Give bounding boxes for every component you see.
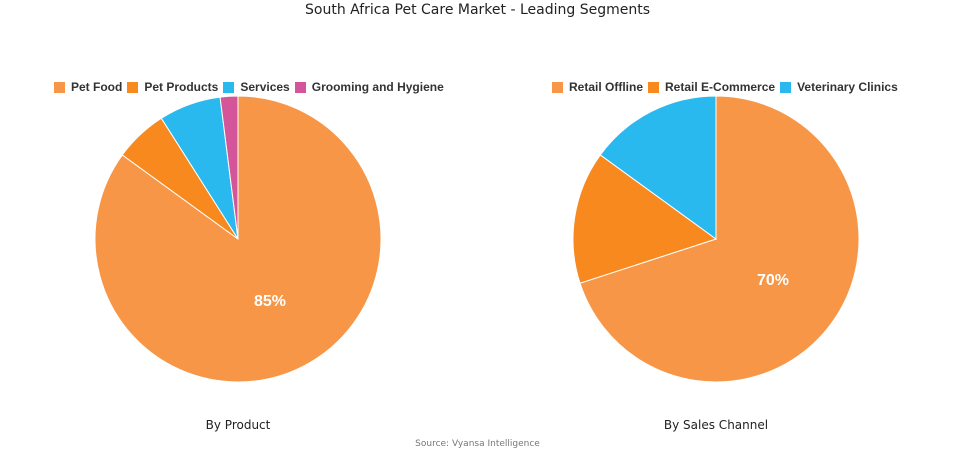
- legend-item: Grooming and Hygiene: [294, 80, 444, 94]
- legend-label: Services: [240, 80, 290, 94]
- legend-item: Services: [223, 80, 290, 94]
- legend-swatch-icon: [648, 81, 660, 93]
- pie-slice: [572, 154, 718, 284]
- pie-label-by-sales-channel: 70%: [757, 272, 790, 289]
- legend-label: Retail E-Commerce: [665, 80, 776, 94]
- legend-label: Pet Food: [71, 80, 123, 94]
- subtitle-by-sales-channel: By Sales Channel: [663, 418, 769, 432]
- pie-slice: [599, 95, 717, 240]
- legend-item: Pet Food: [54, 80, 122, 94]
- legend-item: Pet Products: [127, 80, 218, 94]
- legend-label: Retail Offline: [569, 80, 644, 94]
- chart-title: South Africa Pet Care Market - Leading S…: [305, 2, 650, 18]
- legend-label: Grooming and Hygiene: [311, 80, 444, 94]
- subtitle-by-product: By Product: [205, 418, 271, 432]
- legend-swatch-icon: [294, 81, 306, 93]
- legend-swatch-icon: [552, 81, 563, 93]
- legend-item: Retail Offline: [552, 80, 643, 94]
- pie-chart-by-product: [94, 95, 382, 383]
- legend-item: Retail E-Commerce: [648, 80, 775, 94]
- pie-slice: [579, 95, 860, 383]
- legend-label: Pet Products: [144, 80, 219, 94]
- legend-swatch-icon: [127, 81, 139, 93]
- pie-label-by-product: 85%: [254, 293, 287, 310]
- pie-chart-by-sales-channel: [572, 95, 860, 383]
- legend-swatch-icon: [223, 81, 235, 93]
- legend-label: Veterinary Clinics: [797, 80, 898, 94]
- legend-item: Veterinary Clinics: [780, 80, 898, 94]
- legend-by-product: Pet Food Pet Products Services Grooming and…: [54, 80, 449, 94]
- legend-by-sales-channel: Retail Offline Retail E-Commerce Veterinar…: [552, 80, 903, 94]
- legend-swatch-icon: [54, 81, 65, 93]
- legend-swatch-icon: [780, 81, 792, 93]
- pie-slice: [219, 95, 239, 240]
- source-note: Source: Vyansa Intelligence: [415, 439, 540, 449]
